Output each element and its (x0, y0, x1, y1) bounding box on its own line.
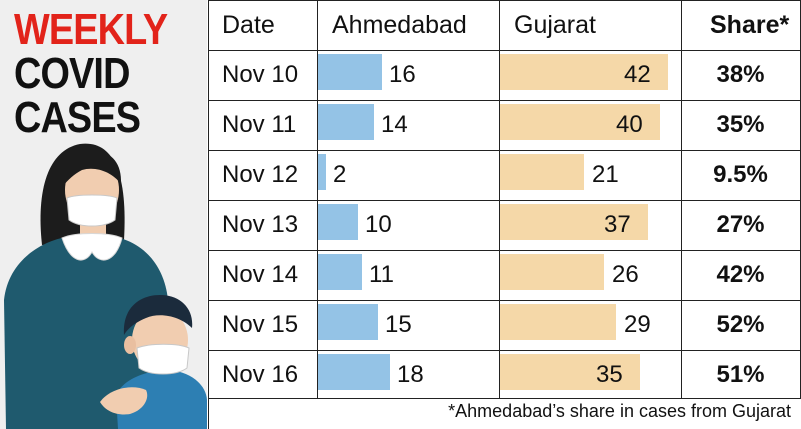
ahmedabad-bar (318, 254, 362, 290)
gujarat-value-label: 42 (624, 61, 651, 88)
gujarat-value-label: 26 (612, 261, 639, 288)
gujarat-value-label: 29 (624, 311, 651, 338)
share-value: 51% (716, 361, 765, 388)
header-gujarat: Gujarat (514, 11, 596, 39)
grid-row-line (208, 250, 801, 251)
row-date: Nov 14 (222, 261, 299, 288)
gujarat-bar (500, 354, 640, 390)
ahmedabad-bar (318, 304, 378, 340)
grid-row-line (208, 150, 801, 151)
ahmedabad-bar (318, 104, 374, 140)
grid-column-line (208, 0, 209, 398)
gujarat-value-label: 40 (616, 111, 643, 138)
share-value: 35% (716, 111, 765, 138)
grid-row-line (208, 300, 801, 301)
ahmedabad-value-label: 14 (381, 111, 408, 138)
grid-row-line (208, 50, 801, 51)
footnote: *Ahmedabad’s share in cases from Gujarat (448, 401, 791, 421)
grid-row-line (208, 350, 801, 351)
row-date: Nov 16 (222, 361, 299, 388)
header-share: Share* (710, 11, 790, 39)
ahmedabad-bar (318, 204, 358, 240)
share-value: 52% (716, 311, 765, 338)
grid-row-line (208, 200, 801, 201)
ahmedabad-bar (318, 154, 326, 190)
grid-column-line (208, 398, 209, 429)
ahmedabad-value-label: 10 (365, 211, 392, 238)
title-line-weekly: WEEKLY (14, 5, 168, 54)
cases-table: Date Ahmedabad Gujarat Share* *Ahmedabad… (208, 0, 801, 429)
gujarat-value-label: 37 (604, 211, 631, 238)
gujarat-bar (500, 154, 584, 190)
gujarat-bar (500, 204, 648, 240)
row-date: Nov 15 (222, 311, 299, 338)
gujarat-bar (500, 104, 660, 140)
ahmedabad-bar (318, 354, 390, 390)
gujarat-bar (500, 54, 668, 90)
row-date: Nov 10 (222, 61, 299, 88)
header-ahmedabad: Ahmedabad (332, 11, 467, 39)
row-date: Nov 11 (222, 111, 297, 138)
row-date: Nov 12 (222, 161, 299, 188)
ahmedabad-value-label: 2 (333, 161, 347, 188)
gujarat-bar (500, 254, 604, 290)
grid-row-line (208, 398, 801, 399)
ahmedabad-bar (318, 54, 382, 90)
gujarat-value-label: 21 (592, 161, 619, 188)
mother-child-masks-illustration (4, 143, 207, 429)
gujarat-bar (500, 304, 616, 340)
grid-row-line (208, 100, 801, 101)
grid-column-line (681, 0, 682, 398)
share-value: 27% (716, 211, 765, 238)
ahmedabad-value-label: 15 (385, 311, 412, 338)
grid-column-line (317, 0, 318, 398)
header-date: Date (222, 11, 275, 39)
title-line-cases: CASES (14, 93, 141, 142)
ahmedabad-value-label: 11 (369, 261, 394, 288)
grid-column-line (499, 0, 500, 398)
gujarat-value-label: 35 (596, 361, 623, 388)
share-value: 42% (716, 261, 765, 288)
title-line-covid: COVID (14, 49, 130, 98)
row-date: Nov 13 (222, 211, 299, 238)
grid-row-line (208, 0, 801, 1)
title-panel: WEEKLY COVID CASES (0, 0, 207, 429)
share-value: 38% (716, 61, 765, 88)
ahmedabad-value-label: 16 (389, 61, 416, 88)
ahmedabad-value-label: 18 (397, 361, 424, 388)
share-value: 9.5% (713, 161, 768, 188)
